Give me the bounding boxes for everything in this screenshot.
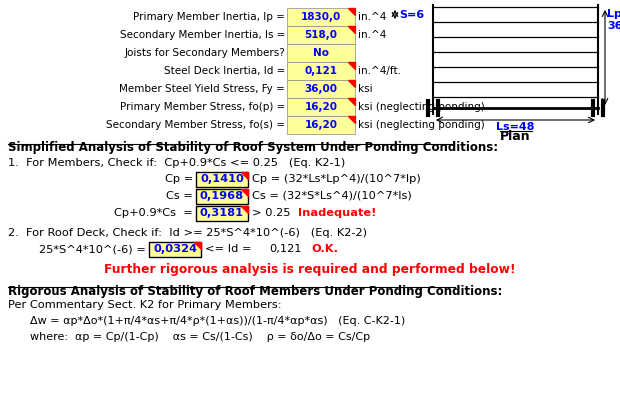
- Polygon shape: [348, 26, 355, 33]
- Text: > 0.25: > 0.25: [252, 208, 291, 218]
- Bar: [287, 26, 355, 44]
- Text: Cp =: Cp =: [165, 174, 193, 184]
- Text: No: No: [313, 48, 329, 58]
- Text: Cs = (32*S*Ls^4)/(10^7*ls): Cs = (32*S*Ls^4)/(10^7*ls): [252, 191, 412, 201]
- Polygon shape: [348, 116, 355, 123]
- Text: 1830,0: 1830,0: [301, 12, 341, 22]
- Text: Simplified Analysis of Stability of Roof System Under Ponding Conditions:: Simplified Analysis of Stability of Roof…: [8, 141, 498, 154]
- Text: O.K.: O.K.: [311, 244, 338, 254]
- Text: Lp=: Lp=: [607, 9, 620, 19]
- Text: in.^4/ft.: in.^4/ft.: [358, 66, 401, 76]
- Text: Steel Deck Inertia, Id =: Steel Deck Inertia, Id =: [164, 66, 285, 76]
- Polygon shape: [241, 188, 248, 196]
- Text: ksi (neglecting ponding): ksi (neglecting ponding): [358, 120, 485, 130]
- Bar: [287, 62, 355, 80]
- Bar: [287, 8, 355, 26]
- Text: 0,1968: 0,1968: [200, 191, 244, 201]
- Text: 16,20: 16,20: [304, 102, 337, 112]
- Bar: [196, 171, 248, 186]
- Bar: [196, 188, 248, 203]
- Text: 2.  For Roof Deck, Check if:  Id >= 25*S^4*10^(-6)   (Eq. K2-2): 2. For Roof Deck, Check if: Id >= 25*S^4…: [8, 228, 367, 238]
- Text: 25*S^4*10^(-6) =: 25*S^4*10^(-6) =: [39, 244, 146, 254]
- Text: in.^4: in.^4: [358, 12, 386, 22]
- Text: Plan: Plan: [500, 130, 531, 143]
- Text: 1.  For Members, Check if:  Cp+0.9*Cs <= 0.25   (Eq. K2-1): 1. For Members, Check if: Cp+0.9*Cs <= 0…: [8, 158, 345, 168]
- Text: 0,3181: 0,3181: [200, 208, 244, 218]
- Polygon shape: [194, 241, 201, 249]
- Text: ksi (neglecting ponding): ksi (neglecting ponding): [358, 102, 485, 112]
- Text: where:  αp = Cp/(1-Cp)    αs = Cs/(1-Cs)    ρ = δo/Δo = Cs/Cp: where: αp = Cp/(1-Cp) αs = Cs/(1-Cs) ρ =…: [30, 332, 370, 342]
- Text: 518,0: 518,0: [304, 30, 337, 40]
- Text: <= Id =: <= Id =: [205, 244, 252, 254]
- Bar: [287, 116, 355, 134]
- Polygon shape: [348, 98, 355, 105]
- Text: 0,121: 0,121: [269, 244, 301, 254]
- Polygon shape: [348, 8, 355, 15]
- Text: Per Commentary Sect. K2 for Primary Members:: Per Commentary Sect. K2 for Primary Memb…: [8, 300, 281, 310]
- Text: ksi: ksi: [358, 84, 373, 94]
- Bar: [287, 44, 355, 62]
- Polygon shape: [241, 171, 248, 179]
- Bar: [149, 241, 201, 256]
- Polygon shape: [241, 205, 248, 213]
- Text: Rigorous Analysis of Stability of Roof Members Under Ponding Conditions:: Rigorous Analysis of Stability of Roof M…: [8, 284, 502, 298]
- Text: Primary Member Stress, fo(p) =: Primary Member Stress, fo(p) =: [120, 102, 285, 112]
- Text: Secondary Member Stress, fo(s) =: Secondary Member Stress, fo(s) =: [106, 120, 285, 130]
- Text: Inadequate!: Inadequate!: [298, 208, 376, 218]
- Text: 36: 36: [607, 21, 620, 31]
- Text: 16,20: 16,20: [304, 120, 337, 130]
- Polygon shape: [348, 80, 355, 87]
- Text: Primary Member Inertia, Ip =: Primary Member Inertia, Ip =: [133, 12, 285, 22]
- Text: Member Steel Yield Stress, Fy =: Member Steel Yield Stress, Fy =: [119, 84, 285, 94]
- Text: Ls=48: Ls=48: [496, 122, 534, 132]
- Bar: [196, 205, 248, 220]
- Text: 0,121: 0,121: [304, 66, 337, 76]
- Text: Cp+0.9*Cs  =: Cp+0.9*Cs =: [114, 208, 193, 218]
- Text: Secondary Member Inertia, Is =: Secondary Member Inertia, Is =: [120, 30, 285, 40]
- Text: Cp = (32*Ls*Lp^4)/(10^7*lp): Cp = (32*Ls*Lp^4)/(10^7*lp): [252, 174, 421, 184]
- Text: Cs =: Cs =: [166, 191, 193, 201]
- Bar: [287, 98, 355, 116]
- Text: S=6: S=6: [399, 9, 424, 19]
- Text: Joists for Secondary Members?: Joists for Secondary Members?: [124, 48, 285, 58]
- Text: Δw = αp*Δo*(1+π/4*αs+π/4*ρ*(1+αs))/(1-π/4*αp*αs)   (Eq. C-K2-1): Δw = αp*Δo*(1+π/4*αs+π/4*ρ*(1+αs))/(1-π/…: [30, 316, 405, 326]
- Text: Further rigorous analysis is required and performed below!: Further rigorous analysis is required an…: [104, 264, 516, 277]
- Text: 36,00: 36,00: [304, 84, 337, 94]
- Text: in.^4: in.^4: [358, 30, 386, 40]
- Text: 0,1410: 0,1410: [200, 174, 244, 184]
- Polygon shape: [348, 62, 355, 69]
- Bar: [287, 80, 355, 98]
- Text: 0,0324: 0,0324: [153, 244, 197, 254]
